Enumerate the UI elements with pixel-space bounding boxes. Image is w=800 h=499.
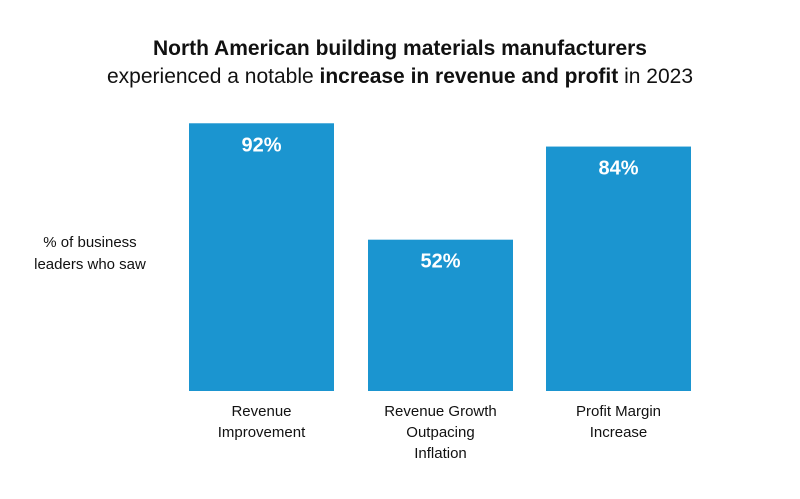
- subtitle-part2: in 2023: [618, 65, 693, 88]
- chart-subtitle: experienced a notable increase in revenu…: [0, 62, 800, 92]
- bar-value-label-2: 52%: [420, 251, 460, 273]
- y-axis-label: % of business leaders who saw: [34, 234, 146, 273]
- bar-3: [546, 146, 691, 391]
- category-label-3: Profit Margin Increase: [576, 403, 661, 441]
- category-label-2: Revenue Growth Outpacing Inflation: [384, 403, 497, 462]
- bar-value-label-3: 84%: [598, 158, 638, 180]
- category-label-1: Revenue Improvement: [218, 403, 306, 441]
- bar-1: [189, 123, 334, 391]
- chart-title: North American building materials manufa…: [152, 37, 647, 60]
- subtitle-emphasis: increase in revenue and profit: [319, 65, 619, 88]
- subtitle-part1: experienced a notable: [107, 65, 320, 88]
- bar-2: [368, 239, 513, 391]
- bar-value-label-1: 92%: [241, 134, 281, 156]
